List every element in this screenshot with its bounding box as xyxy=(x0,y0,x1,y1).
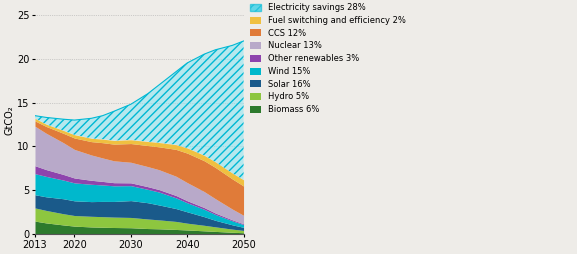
Y-axis label: GtCO₂: GtCO₂ xyxy=(4,105,14,135)
Legend: Electricity savings 28%, Fuel switching and efficiency 2%, CCS 12%, Nuclear 13%,: Electricity savings 28%, Fuel switching … xyxy=(250,3,406,114)
